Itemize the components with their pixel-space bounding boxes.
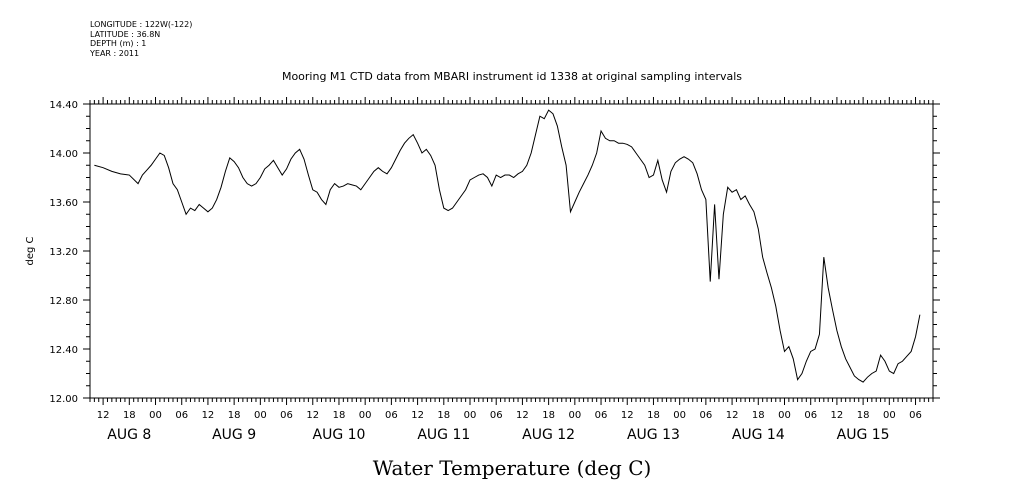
y-axis-label: deg C [25,236,36,265]
x-hour-label: 06 [490,410,503,421]
x-day-label: AUG 10 [313,427,366,443]
x-day-label: AUG 14 [732,427,785,443]
x-hour-label: 12 [306,410,319,421]
series-group [94,109,921,383]
x-hour-label: 12 [516,410,529,421]
x-hour-label: 06 [909,410,922,421]
longitude-label: LONGITUDE : 122W(-122) [90,20,193,29]
x-hour-label: 12 [97,410,110,421]
x-hour-label: 12 [621,410,634,421]
y-tick-label: 12.80 [49,296,78,307]
x-hour-label: 18 [857,410,870,421]
x-hour-label: 06 [280,410,293,421]
y-tick-label: 12.00 [49,394,78,405]
x-hour-label: 00 [464,410,477,421]
x-axis-label: Water Temperature (deg C) [373,456,652,480]
x-hour-label: 06 [700,410,713,421]
x-hour-label: 18 [333,410,346,421]
x-hour-label: 06 [175,410,188,421]
x-day-label: AUG 11 [417,427,470,443]
x-hour-label: 18 [123,410,136,421]
x-day-label: AUG 9 [212,427,256,443]
x-hour-label: 18 [228,410,241,421]
y-tick-label: 13.60 [49,198,78,209]
x-hour-label: 06 [595,410,608,421]
latitude-label: LATITUDE : 36.8N [90,29,161,39]
series-line [94,109,921,383]
chart-title: Mooring M1 CTD data from MBARI instrumen… [282,70,742,83]
axes-group: 12.00 12.40 12.80 13.20 13.60 14.00 14.40 12 18 0… [49,97,940,443]
x-hour-label: 12 [411,410,424,421]
x-hour-label: 00 [359,410,372,421]
x-hour-label: 00 [673,410,686,421]
x-day-label: AUG 12 [522,427,575,443]
x-hour-label: 06 [385,410,398,421]
x-hour-label: 00 [568,410,581,421]
x-day-label: AUG 15 [837,427,890,443]
x-day-label: AUG 8 [107,427,151,443]
x-hour-label: 12 [831,410,844,421]
x-hour-label: 12 [726,410,739,421]
x-hour-label: 00 [778,410,791,421]
metadata-block: LONGITUDE : 122W(-122) LATITUDE : 36.8N … [90,20,192,58]
x-hour-label: 12 [202,410,215,421]
x-day-label: AUG 13 [627,427,680,443]
depth-label: DEPTH (m) : 1 [90,39,147,48]
x-hour-label: 00 [883,410,896,421]
y-tick-label: 13.20 [49,247,78,258]
x-hour-label: 00 [149,410,162,421]
plot-frame [89,103,934,399]
x-hour-label: 18 [647,410,660,421]
year-label: YEAR : 2011 [90,48,140,58]
x-hour-label: 06 [804,410,817,421]
y-tick-label: 14.00 [49,149,78,160]
y-tick-label: 14.40 [49,100,78,111]
x-hour-label: 18 [542,410,555,421]
x-hour-label: 18 [437,410,450,421]
x-hour-label: 18 [752,410,765,421]
y-tick-label: 12.40 [49,345,78,356]
x-hour-label: 00 [254,410,267,421]
